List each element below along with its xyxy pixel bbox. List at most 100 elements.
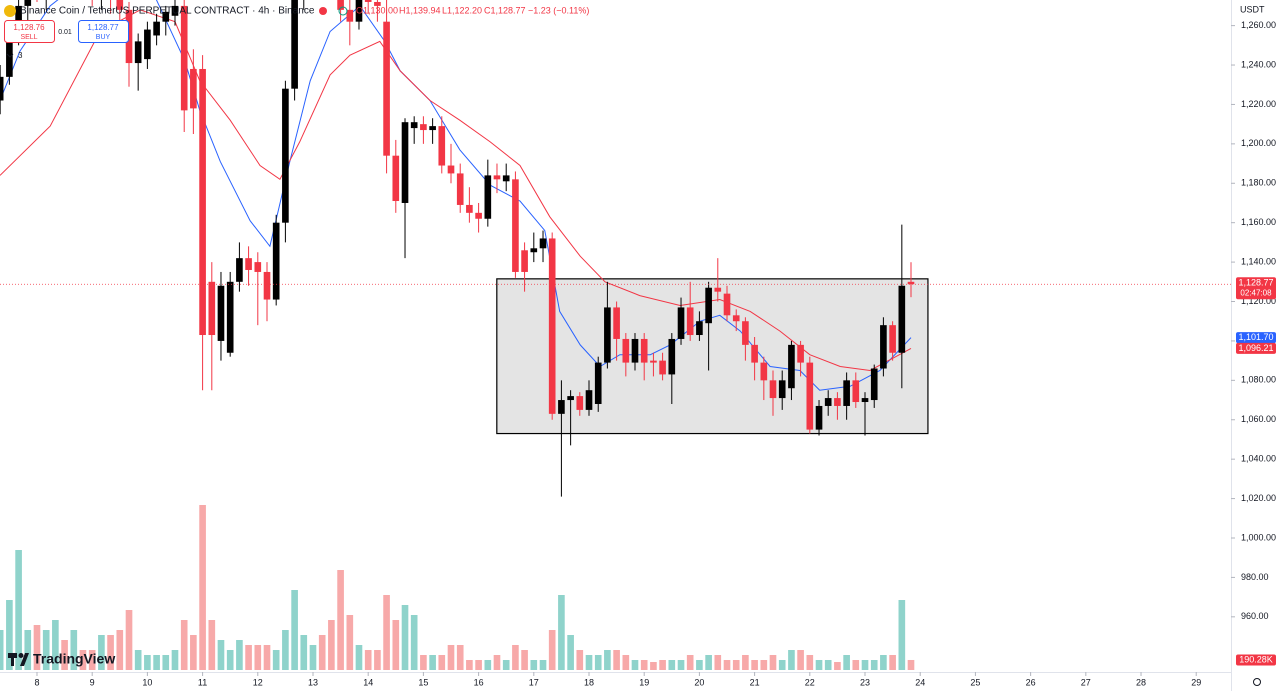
candle-body [162,11,170,22]
candle-body [466,204,473,213]
volume-bar [806,655,814,670]
sell-button[interactable] [4,20,55,43]
candle-body [346,9,354,22]
x-tick-label: 25 [970,677,980,687]
candle-body [604,307,611,363]
volume-bar [180,620,188,670]
brand-logo [8,653,29,666]
candle-body [806,362,814,430]
buy-label: BUY [96,34,111,41]
candle-body [650,360,657,363]
candle-body [714,287,722,292]
volume-bar [696,660,703,670]
candle-body [199,68,206,336]
x-tick-label: 23 [860,677,870,687]
status-dot [319,7,327,15]
ohlc-high: H1,139.94 [399,5,441,15]
candle-body [723,293,731,316]
candle-body [824,398,832,406]
volume-bar [686,655,694,670]
volume-bar [622,655,630,670]
candle-body [567,396,574,401]
candle-body [613,307,620,339]
candle-body [475,212,482,219]
volume-bar [374,650,381,670]
x-tick-label: 27 [1081,677,1091,687]
volume-bar [217,640,225,670]
x-tick-label: 11 [198,677,207,687]
volume-bar [291,590,298,670]
candle-body [907,281,915,285]
volume-bar [640,660,648,670]
volume-bar [199,505,206,670]
ohlc-open: O1,130.00 [356,5,398,15]
logo-shape [11,653,14,666]
x-tick-label: 10 [142,677,152,687]
volume-bar [604,650,611,670]
price-tag [1236,277,1276,300]
volume-bar [134,650,142,670]
candle-body [861,398,869,403]
volume-bar [420,655,427,670]
x-tick-label: 8 [34,677,39,687]
volume-bar [714,655,722,670]
volume-bar [539,660,547,670]
volume-tag-label: 190.28K [1239,654,1273,664]
candle-body [668,338,676,375]
indicators-toggle[interactable] [6,53,14,58]
volume-bar [24,630,32,670]
candle-body [337,0,344,10]
candle-body [134,41,142,64]
volume-bar [88,650,96,670]
y-tick-label: 1,160.00 [1241,217,1276,227]
volume-bar [558,595,565,670]
candle-body [263,271,271,300]
volume-bar [328,620,335,670]
volume-bar [171,650,179,670]
settings-icon[interactable] [1253,678,1261,686]
volume-bar [309,645,317,670]
candle-body [594,362,602,404]
x-tick-label: 16 [474,677,484,687]
volume-bar [263,645,271,670]
y-tick-label: 1,000.00 [1241,532,1276,542]
volume-bar [364,650,372,670]
volume-bar [337,570,344,670]
volume-bar [116,630,124,670]
candle-body [245,258,252,270]
y-tick-label: 1,180.00 [1241,178,1276,188]
x-tick-label: 18 [584,677,594,687]
spread: 0.01 [58,29,72,36]
buy-button[interactable] [78,20,129,43]
volume-bar [410,615,418,670]
volume-bar [788,650,795,670]
volume-bar [576,650,584,670]
x-tick-label: 28 [1136,677,1146,687]
candle-body [742,321,749,345]
candle-body [659,360,666,375]
volume-bar [98,635,105,670]
candle-body [364,0,372,2]
volume-bar [226,650,234,670]
volume-bar [778,660,786,670]
volume-bar [70,630,78,670]
countdown-label: 02:47:08 [1240,288,1272,297]
candle-body [383,21,390,156]
ohlc-close: C1,128.77 [484,5,526,15]
candle-body [576,396,584,410]
volume-bar [861,660,869,670]
x-tick-label: 21 [750,677,760,687]
ma-tag [1236,332,1276,344]
volume-bar [245,645,252,670]
volume-bar [153,655,160,670]
volume-bar [723,660,731,670]
candle-body [420,124,427,131]
axes: 960.00 980.00 1,000.00 1,020.00 1,040.00 1,06… [34,20,1276,687]
candle-body [484,175,492,219]
candle-body [180,5,188,111]
x-tick-label: 15 [418,677,428,687]
candle-body [512,179,519,272]
candle-body [429,126,436,131]
volume-bar [521,650,528,670]
volume-bar [880,655,887,670]
